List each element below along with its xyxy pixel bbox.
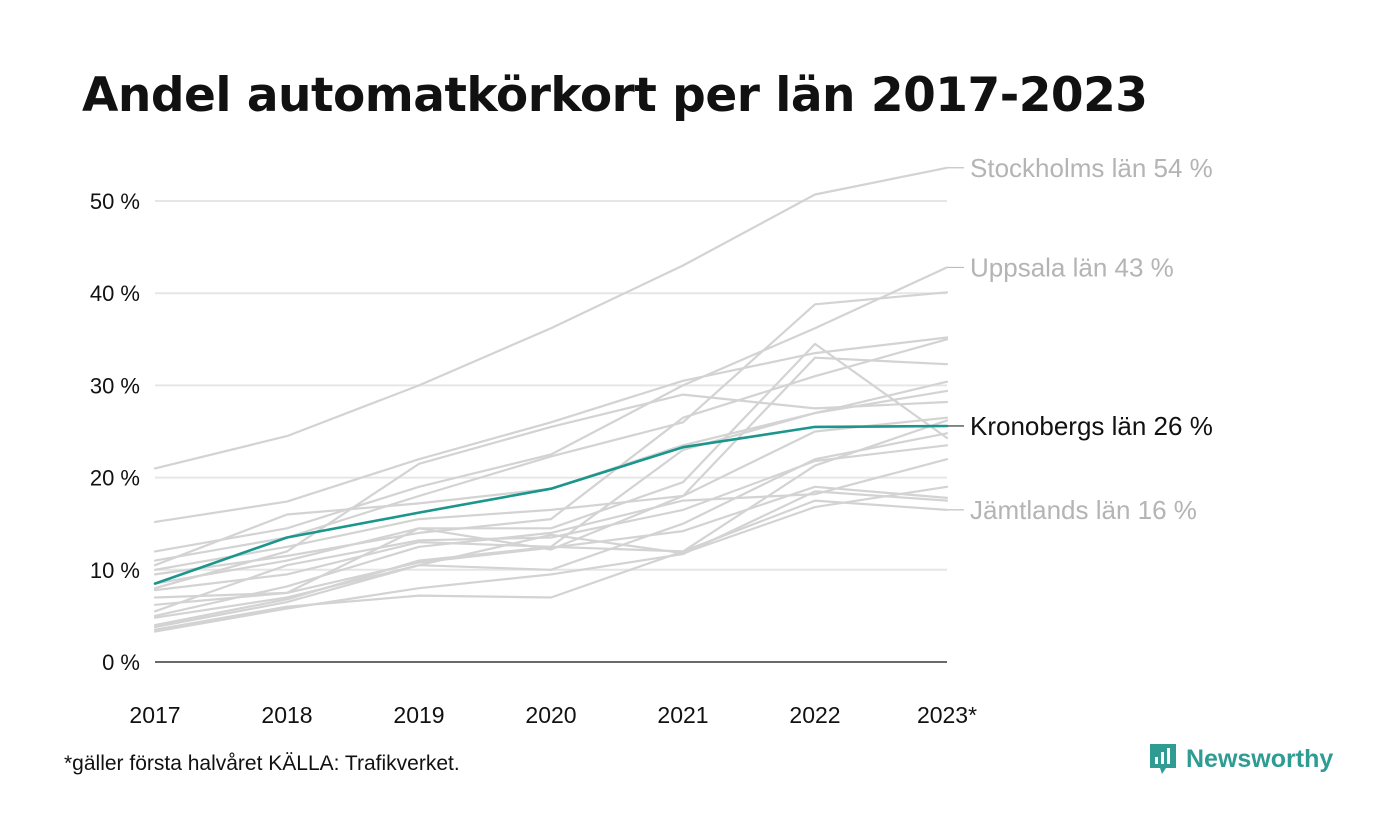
series-end-label: Jämtlands län 16 %: [970, 495, 1197, 525]
series-line-uppsala-län: [153, 266, 949, 553]
series-end-labels: Stockholms län 54 % Uppsala län 43 % Jämtl…: [948, 153, 1213, 525]
series-line-län-m: [153, 485, 949, 629]
series-line-län-e: [153, 338, 949, 576]
series-line-län-j: [153, 444, 949, 613]
series-line-län-n: [153, 490, 949, 633]
x-tick-label: 2018: [261, 702, 312, 728]
footnote: *gäller första halvåret KÄLLA: Trafikver…: [64, 752, 460, 775]
series-end-label: Stockholms län 54 %: [970, 153, 1213, 183]
line-chart: 0 % 10 % 20 % 30 % 40 % 50 % 2017 2018 2019 2020…: [90, 153, 1213, 728]
series-end-label: Kronobergs län 26 %: [970, 411, 1213, 441]
x-tick-label: 2022: [789, 702, 840, 728]
newsworthy-logo-icon: [1150, 744, 1176, 774]
y-tick-label: 0 %: [102, 650, 140, 675]
series-line-län-f: [153, 342, 949, 585]
series-end-label: Uppsala län 43 %: [970, 252, 1174, 282]
y-tick-label: 40 %: [90, 281, 140, 306]
series-line-län-a: [153, 336, 949, 524]
series-line-län-k: [153, 432, 949, 619]
x-tick-label: 2021: [657, 702, 708, 728]
x-axis-tick-labels: 2017 2018 2019 2020 2021 2022 2023*: [129, 702, 977, 728]
series-line-kronobergs-län: [153, 424, 949, 585]
y-tick-label: 20 %: [90, 466, 140, 491]
x-tick-label: 2019: [393, 702, 444, 728]
series-line-län-o: [153, 485, 949, 606]
brand-name: Newsworthy: [1186, 744, 1334, 773]
x-tick-label: 2020: [525, 702, 576, 728]
chart-title: Andel automatkörkort per län 2017-2023: [82, 68, 1148, 123]
series-line-jämtlands-län: [153, 499, 949, 631]
y-tick-label: 50 %: [90, 189, 140, 214]
brand-logo: Newsworthy: [1148, 742, 1333, 776]
series-line-stockholms-län: [153, 166, 949, 470]
y-tick-label: 30 %: [90, 373, 140, 398]
y-tick-label: 10 %: [90, 558, 140, 583]
series-line-län-p: [153, 458, 949, 618]
x-tick-label: 2023*: [917, 702, 977, 728]
highlight-series: [153, 424, 949, 585]
y-axis-tick-labels: 0 % 10 % 20 % 30 % 40 % 50 %: [90, 189, 140, 675]
series-line-län-g: [153, 393, 949, 590]
x-tick-label: 2017: [129, 702, 180, 728]
series-line-län-d: [153, 356, 949, 571]
background-series: [153, 166, 949, 633]
